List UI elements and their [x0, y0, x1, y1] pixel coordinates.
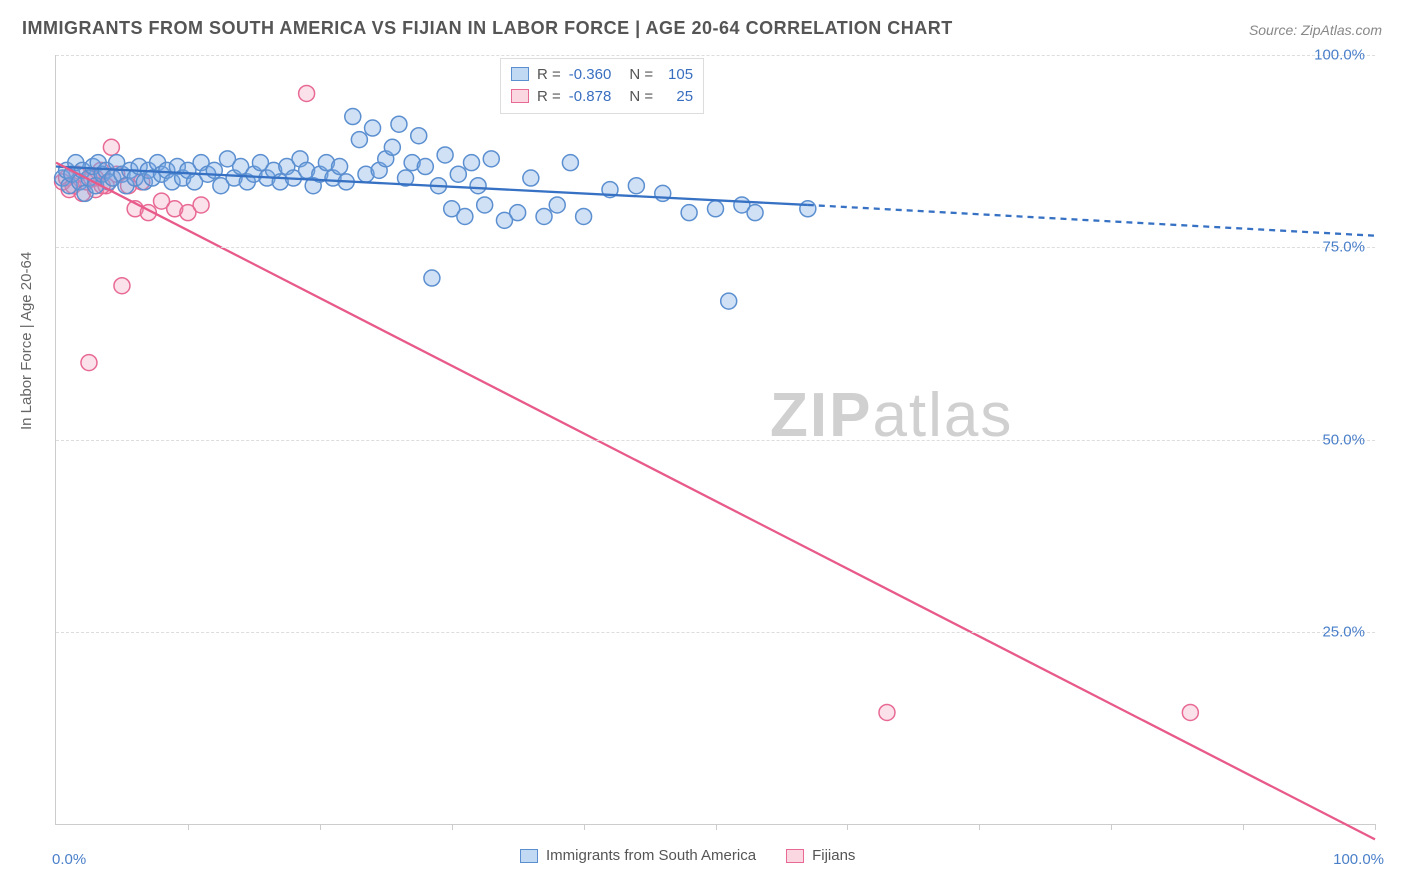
source-credit: Source: ZipAtlas.com [1249, 22, 1382, 38]
trend-line [56, 163, 1375, 840]
n-value: 25 [661, 88, 693, 105]
trend-line [808, 205, 1375, 236]
swatch-pink-icon [786, 849, 804, 863]
scatter-point [747, 205, 763, 221]
scatter-point [549, 197, 565, 213]
y-axis-title: In Labor Force | Age 20-64 [18, 252, 35, 430]
scatter-point [417, 159, 433, 175]
scatter-point [721, 293, 737, 309]
gridline [56, 632, 1375, 633]
bottom-legend: Immigrants from South America Fijians [520, 847, 855, 864]
scatter-point [114, 278, 130, 294]
scatter-point [193, 197, 209, 213]
stats-row: R = -0.360 N = 105 [511, 63, 693, 85]
scatter-point [681, 205, 697, 221]
scatter-point [450, 166, 466, 182]
scatter-point [1182, 704, 1198, 720]
swatch-blue-icon [520, 849, 538, 863]
x-tick [847, 824, 848, 830]
scatter-point [708, 201, 724, 217]
scatter-point [457, 208, 473, 224]
scatter-point [351, 132, 367, 148]
scatter-point [562, 155, 578, 171]
x-tick [979, 824, 980, 830]
scatter-point [384, 139, 400, 155]
n-label: N = [629, 88, 653, 105]
stats-legend: R = -0.360 N = 105 R = -0.878 N = 25 [500, 58, 704, 114]
scatter-point [463, 155, 479, 171]
x-tick-max: 100.0% [1333, 851, 1384, 868]
legend-item: Fijians [786, 847, 855, 864]
n-value: 105 [661, 66, 693, 83]
scatter-point [411, 128, 427, 144]
scatter-point [477, 197, 493, 213]
plot-area: 25.0%50.0%75.0%100.0% [55, 55, 1375, 825]
scatter-point [655, 185, 671, 201]
x-tick [1243, 824, 1244, 830]
scatter-point [800, 201, 816, 217]
scatter-point [437, 147, 453, 163]
scatter-point [345, 109, 361, 125]
y-tick-label: 100.0% [1314, 47, 1365, 64]
scatter-point [365, 120, 381, 136]
x-tick [1375, 824, 1376, 830]
x-tick [320, 824, 321, 830]
gridline [56, 247, 1375, 248]
scatter-point [576, 208, 592, 224]
y-tick-label: 50.0% [1322, 431, 1365, 448]
legend-label: Immigrants from South America [546, 847, 756, 864]
scatter-point [81, 355, 97, 371]
scatter-point [536, 208, 552, 224]
y-tick-label: 75.0% [1322, 239, 1365, 256]
scatter-point [523, 170, 539, 186]
x-tick [188, 824, 189, 830]
r-value: -0.360 [569, 66, 612, 83]
legend-item: Immigrants from South America [520, 847, 756, 864]
x-tick [452, 824, 453, 830]
scatter-point [424, 270, 440, 286]
r-value: -0.878 [569, 88, 612, 105]
stats-row: R = -0.878 N = 25 [511, 85, 693, 107]
scatter-point [391, 116, 407, 132]
scatter-point [879, 704, 895, 720]
x-tick-min: 0.0% [52, 851, 86, 868]
scatter-point [510, 205, 526, 221]
scatter-point [628, 178, 644, 194]
scatter-point [103, 139, 119, 155]
scatter-point [483, 151, 499, 167]
swatch-pink-icon [511, 89, 529, 103]
r-label: R = [537, 66, 561, 83]
y-tick-label: 25.0% [1322, 623, 1365, 640]
chart-title: IMMIGRANTS FROM SOUTH AMERICA VS FIJIAN … [22, 18, 953, 39]
x-tick [716, 824, 717, 830]
scatter-point [299, 85, 315, 101]
legend-label: Fijians [812, 847, 855, 864]
x-tick [584, 824, 585, 830]
swatch-blue-icon [511, 67, 529, 81]
scatter-point [470, 178, 486, 194]
scatter-point [332, 159, 348, 175]
r-label: R = [537, 88, 561, 105]
x-tick [1111, 824, 1112, 830]
gridline [56, 55, 1375, 56]
gridline [56, 440, 1375, 441]
n-label: N = [629, 66, 653, 83]
